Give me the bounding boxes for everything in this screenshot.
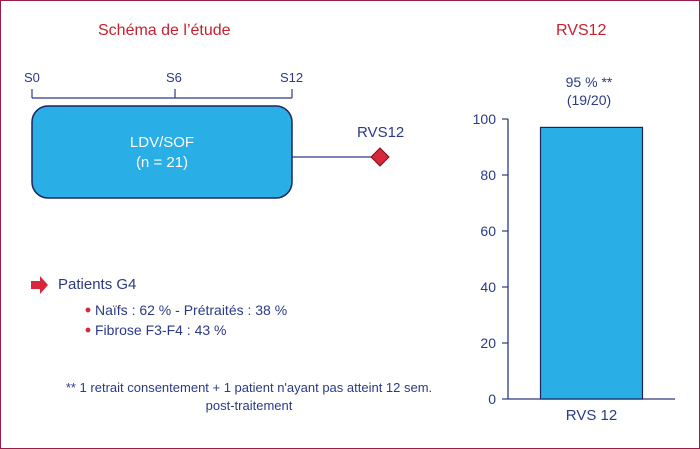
bullet-dot-2 (85, 327, 91, 333)
y-tick-label-20: 20 (480, 335, 496, 351)
footnote-line-1: ** 1 retrait consentement + 1 patient n'… (65, 380, 433, 395)
patients-bullet-2: Fibrose F3-F4 : 43 % (95, 322, 227, 338)
arrow-icon (31, 276, 48, 294)
footnote-line-2: post-traitement (205, 398, 293, 413)
timeline-label-s12: S12 (280, 70, 304, 85)
endpoint-label: RVS12 (357, 124, 405, 141)
patients-bullet-1: Naïfs : 62 % - Prétraités : 38 % (95, 302, 288, 318)
treatment-n: (n = 21) (135, 154, 189, 171)
timeline-label-s6: S6 (166, 70, 182, 85)
study-design-title: Schéma de l’étude (98, 22, 231, 39)
chart-title: RVS12 (556, 22, 607, 39)
x-tick-label-0: RVS 12 (566, 407, 617, 424)
patients-heading: Patients G4 (58, 276, 137, 293)
y-tick-label-0: 0 (488, 391, 496, 407)
endpoint-diamond (370, 147, 390, 167)
y-tick-label-80: 80 (480, 167, 496, 183)
bar-data-label-count: (19/20) (566, 92, 612, 108)
bullet-dot-1 (85, 307, 91, 313)
bar-0 (539, 126, 644, 400)
y-tick-label-40: 40 (480, 279, 496, 295)
treatment-label: LDV/SOF (129, 134, 195, 151)
timeline-label-s0: S0 (24, 70, 40, 85)
treatment-box (31, 105, 293, 199)
y-tick-label-100: 100 (473, 111, 497, 127)
y-tick-label-60: 60 (480, 223, 496, 239)
bar-data-label-percent: 95 % ** (565, 74, 613, 90)
